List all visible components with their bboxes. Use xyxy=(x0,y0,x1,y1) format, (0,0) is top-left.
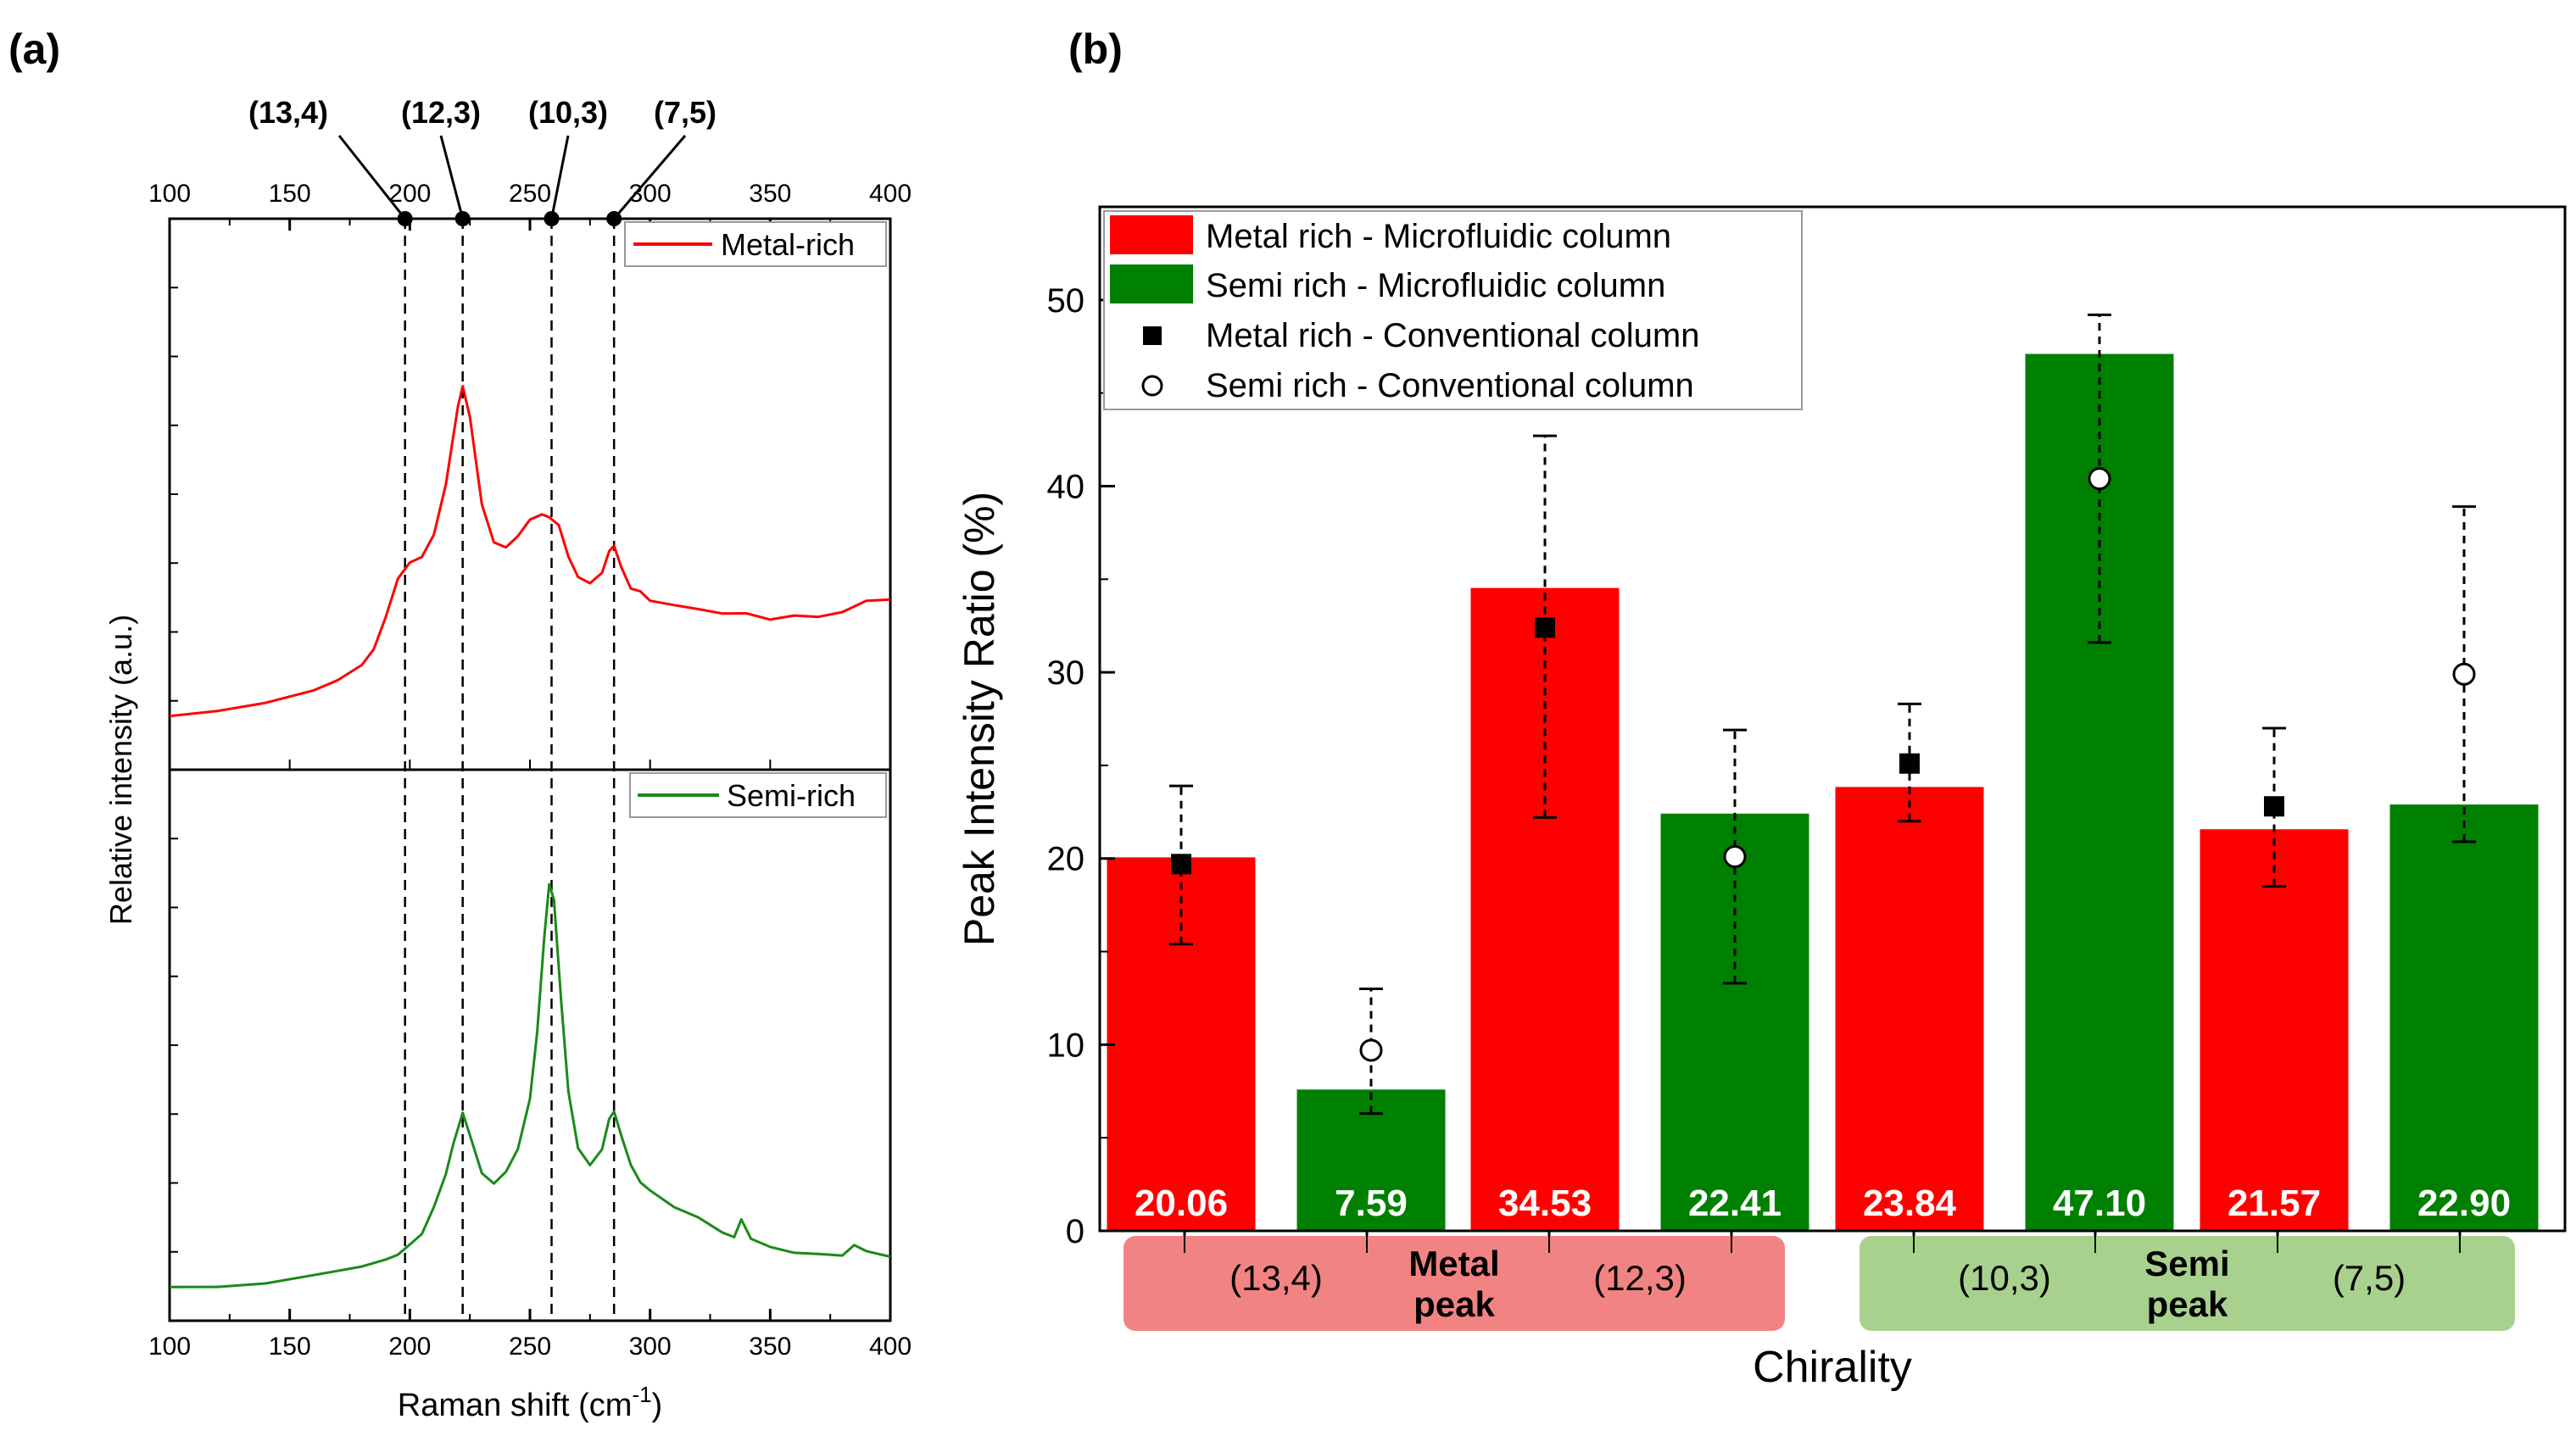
panel-b-label: (b) xyxy=(1068,25,1123,73)
group-label-line2: peak xyxy=(1413,1284,1495,1324)
x-tick-label-bottom: 400 xyxy=(869,1333,912,1361)
legend-label-semi-microfluidic: Semi rich - Microfluidic column xyxy=(1206,267,1665,304)
panel-a-ticks: 1001001501502002002502503003003503504004… xyxy=(148,180,912,1361)
y-tick-label: 40 xyxy=(1047,468,1085,505)
x-tick-label-top: 150 xyxy=(269,180,311,208)
y-tick-label: 10 xyxy=(1047,1027,1085,1064)
metal-microfluidic-bar xyxy=(1470,587,1620,1231)
legend-label-metal-microfluidic: Metal rich - Microfluidic column xyxy=(1206,218,1671,255)
panel-a-label: (a) xyxy=(8,25,60,73)
semi-conventional-point xyxy=(2452,662,2476,686)
bar-value-label: 47.10 xyxy=(2053,1183,2146,1224)
chirality-pin-label: (10,3) xyxy=(528,95,608,130)
y-tick-label: 50 xyxy=(1047,282,1085,320)
peak-ratio-panel: (b) 20.06 34.53 23.84 21.57 7.59 22.41 47.10 22… xyxy=(956,25,2567,1392)
bar-value-label: 7.59 xyxy=(1335,1183,1408,1224)
spectra-curves xyxy=(169,385,891,1289)
legend-label-semi-conventional: Semi rich - Conventional column xyxy=(1206,367,1694,404)
category-label: (13,4) xyxy=(1229,1258,1323,1298)
x-tick-label-bottom: 150 xyxy=(269,1333,311,1361)
chirality-pin-leader xyxy=(550,135,570,220)
bar-value-labels: 20.06 34.53 23.84 21.57 7.59 22.41 47.10 22.90 xyxy=(1135,1183,2511,1224)
bar-legend: Metal rich - Microfluidic column Semi ri… xyxy=(1103,210,1803,410)
chirality-pin-leader xyxy=(337,135,406,220)
x-tick-label-bottom: 300 xyxy=(629,1333,672,1361)
metal-microfluidic-bar xyxy=(1107,857,1256,1231)
legend-label-metal-conventional: Metal rich - Conventional column xyxy=(1206,317,1699,354)
semi-peak-band xyxy=(1860,1236,2515,1331)
semi-rich-spectrum xyxy=(169,882,891,1289)
metal-rich-legend-label: Metal-rich xyxy=(721,227,855,262)
x-tick-label-top: 100 xyxy=(148,180,191,208)
x-tick-label-top: 250 xyxy=(509,180,551,208)
raman-x-label-sup: -1 xyxy=(632,1382,651,1407)
x-tick-label-top: 200 xyxy=(388,180,431,208)
bar-value-label: 21.57 xyxy=(2228,1183,2321,1224)
bar-value-label: 34.53 xyxy=(1498,1183,1592,1224)
bar-legend-box xyxy=(1103,210,1803,410)
chirality-pins: (13,4) (12,3) (10,3) (7,5) xyxy=(248,95,716,226)
raman-x-label-close: ) xyxy=(652,1388,663,1423)
x-tick-label-bottom: 100 xyxy=(148,1333,191,1361)
metal-conventional-point xyxy=(1535,617,1555,638)
metal-conventional-point xyxy=(2264,796,2284,817)
legend-marker-semi-conventional xyxy=(1141,375,1163,397)
semi-rich-legend: Semi-rich xyxy=(629,772,887,818)
semi-microfluidic-bar xyxy=(2389,804,2539,1231)
legend-swatch-semi-microfluidic xyxy=(1110,264,1193,303)
metal-microfluidic-bar xyxy=(1835,787,1984,1231)
semi-conventional-point xyxy=(1359,1038,1383,1062)
raman-x-axis-label: Raman shift (cm-1) xyxy=(398,1382,662,1423)
group-label-line1: Semi xyxy=(2144,1244,2229,1283)
raman-y-axis-label: Relative intensity (a.u.) xyxy=(103,615,138,925)
semi-microfluidic-bar xyxy=(1660,813,1809,1231)
y-tick-label: 30 xyxy=(1047,654,1085,692)
chirality-pin-label: (7,5) xyxy=(654,95,716,130)
bar-value-label: 22.41 xyxy=(1688,1183,1781,1224)
bar-series xyxy=(1107,353,2539,1232)
chirality-guide-lines xyxy=(404,219,616,1321)
chirality-pin-label: (13,4) xyxy=(248,95,328,130)
bar-value-label: 22.90 xyxy=(2417,1183,2511,1224)
raman-x-label-text: Raman shift (cm xyxy=(398,1388,633,1423)
raman-spectra-panel: (a) 100100150150200200250250300300350350… xyxy=(8,25,912,1423)
metal-conventional-point xyxy=(1171,854,1191,875)
semi-conventional-point xyxy=(2088,467,2111,491)
x-tick-label-top: 350 xyxy=(749,180,791,208)
chirality-pin-leader xyxy=(613,135,687,220)
bar-plot-frame xyxy=(1098,205,2567,1233)
group-label-line2: peak xyxy=(2147,1284,2228,1324)
semi-conventional-point xyxy=(1723,845,1747,869)
legend-marker-metal-conventional xyxy=(1143,326,1162,345)
metal-microfluidic-bar xyxy=(2200,829,2349,1231)
x-tick-label-top: 400 xyxy=(869,180,912,208)
bar-value-label: 20.06 xyxy=(1135,1183,1228,1224)
metal-peak-band xyxy=(1124,1236,1785,1331)
y-tick-label: 0 xyxy=(1066,1213,1084,1250)
legend-swatch-metal-microfluidic xyxy=(1110,215,1193,254)
y-axis-ticks: 0 10 20 30 40 50 xyxy=(1047,282,1115,1250)
chirality-pin-leader xyxy=(439,135,465,220)
metal-rich-spectrum xyxy=(169,385,891,718)
chirality-pin-label: (12,3) xyxy=(401,95,481,130)
x-tick-label-bottom: 350 xyxy=(749,1333,791,1361)
bar-x-axis-label: Chirality xyxy=(1753,1343,1912,1392)
metal-conventional-point xyxy=(1899,753,1920,774)
metal-rich-plot-frame xyxy=(168,217,892,771)
x-tick-label-bottom: 200 xyxy=(388,1333,431,1361)
category-label: (12,3) xyxy=(1593,1258,1687,1298)
category-label: (7,5) xyxy=(2333,1258,2406,1298)
x-tick-label-bottom: 250 xyxy=(509,1333,551,1361)
metal-rich-legend: Metal-rich xyxy=(624,221,887,267)
conventional-points xyxy=(1169,313,2476,1116)
group-label-line1: Metal xyxy=(1408,1244,1499,1283)
y-tick-label: 20 xyxy=(1047,841,1085,878)
bar-value-label: 23.84 xyxy=(1863,1183,1957,1224)
bar-y-axis-label: Peak Intensity Ratio (%) xyxy=(956,492,1003,946)
semi-rich-plot-frame xyxy=(168,768,892,1322)
category-label: (10,3) xyxy=(1958,1258,2051,1298)
semi-rich-legend-label: Semi-rich xyxy=(727,778,856,813)
